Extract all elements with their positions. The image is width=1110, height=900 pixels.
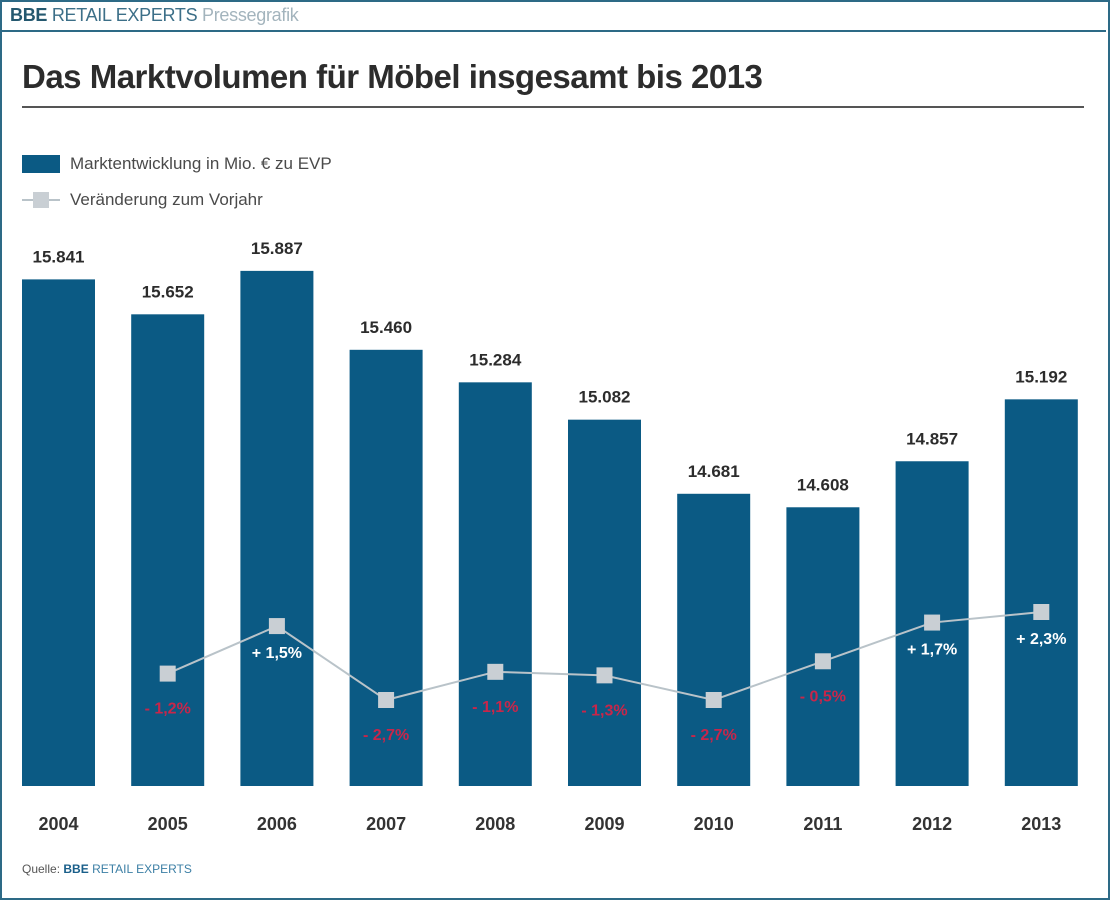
change-marker (705, 692, 722, 708)
title-divider (22, 106, 1084, 108)
change-label: + 2,3% (1016, 631, 1066, 648)
change-label: - 0,5% (800, 688, 846, 705)
legend-item-bars: Marktentwicklung in Mio. € zu EVP (22, 146, 332, 182)
x-tick-label: 2009 (584, 814, 624, 834)
legend-label-bars: Marktentwicklung in Mio. € zu EVP (70, 154, 332, 173)
x-tick-label: 2013 (1021, 814, 1061, 834)
source-note: Quelle: BBE RETAIL EXPERTS (22, 862, 192, 876)
brand-sub: Pressegrafik (202, 5, 299, 25)
bar-value-label: 14.857 (906, 429, 958, 448)
change-marker (596, 667, 613, 684)
source-label: Quelle: (22, 862, 61, 876)
change-marker (814, 653, 831, 670)
bar-2007 (349, 349, 423, 786)
bar-value-label: 15.841 (33, 247, 85, 266)
change-marker (487, 663, 504, 680)
source-brand-main: RETAIL EXPERTS (92, 862, 192, 876)
header-bar: BBE RETAIL EXPERTS Pressegrafik (0, 0, 1106, 32)
bar-value-label: 15.284 (469, 350, 522, 369)
bar-value-label: 15.192 (1015, 367, 1067, 386)
change-marker (924, 614, 941, 631)
x-tick-label: 2004 (38, 814, 78, 834)
x-tick-label: 2011 (803, 814, 842, 834)
source-brand-bold: BBE (63, 862, 89, 876)
bar-2011 (786, 507, 860, 786)
bar-value-label: 15.460 (360, 318, 412, 337)
bar-2013 (1004, 399, 1078, 786)
change-marker (268, 618, 285, 635)
x-tick-label: 2005 (148, 814, 188, 834)
change-marker (159, 665, 176, 682)
x-tick-label: 2012 (912, 814, 952, 834)
bar-swatch-icon (22, 155, 60, 173)
brand-header: BBE RETAIL EXPERTS Pressegrafik (10, 5, 299, 26)
legend: Marktentwicklung in Mio. € zu EVP Veränd… (22, 146, 332, 218)
legend-item-line: Veränderung zum Vorjahr (22, 182, 332, 218)
bar-2008 (458, 382, 532, 786)
change-label: + 1,5% (252, 645, 302, 662)
bar-value-label: 14.681 (688, 462, 740, 481)
bar-2010 (677, 493, 751, 786)
bar-2004 (22, 279, 95, 786)
bar-value-label: 15.887 (251, 239, 303, 258)
bar-2005 (131, 314, 205, 786)
change-label: - 1,3% (581, 702, 627, 719)
change-marker (378, 692, 395, 708)
brand-bold: BBE (10, 5, 48, 25)
bar-value-label: 15.652 (142, 282, 194, 301)
x-tick-label: 2006 (257, 814, 297, 834)
bar-value-label: 14.608 (797, 475, 849, 494)
change-label: + 1,7% (907, 642, 957, 659)
bar-value-label: 15.082 (579, 388, 631, 407)
bar-2009 (568, 419, 641, 786)
x-tick-label: 2008 (475, 814, 515, 834)
change-label: - 1,1% (472, 699, 518, 716)
legend-label-line: Veränderung zum Vorjahr (70, 190, 263, 209)
brand-main: RETAIL EXPERTS (51, 5, 198, 25)
x-tick-label: 2007 (366, 814, 406, 834)
change-marker (1033, 604, 1050, 620)
x-tick-label: 2010 (694, 814, 734, 834)
change-label: - 2,7% (691, 727, 737, 744)
change-label: - 2,7% (363, 727, 409, 744)
bar-2006 (240, 270, 314, 787)
chart-title: Das Marktvolumen für Möbel insgesamt bis… (22, 58, 763, 95)
line-marker-icon (22, 191, 60, 209)
change-label: - 1,2% (145, 701, 191, 718)
